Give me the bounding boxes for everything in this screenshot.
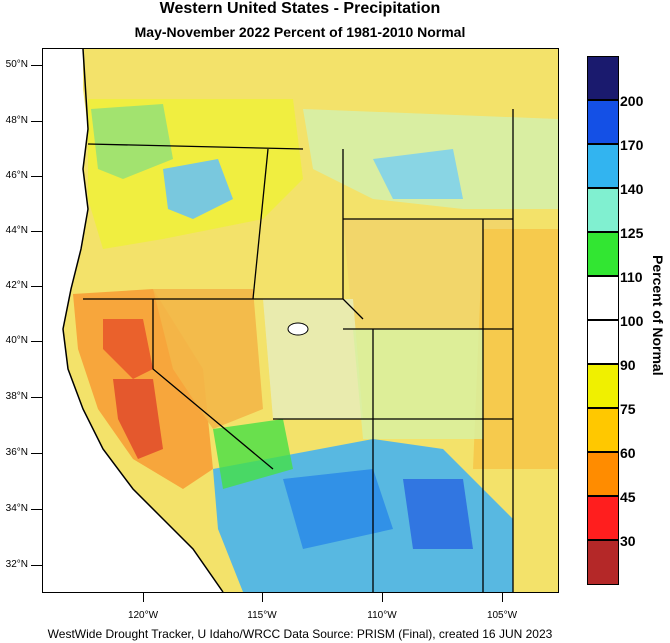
legend-swatch-5 <box>587 232 619 276</box>
legend-swatch-4 <box>587 188 619 232</box>
legend-swatch-7 <box>587 320 619 364</box>
lat-label-44: 44°N <box>5 225 28 236</box>
legend-title: Percent of Normal <box>650 255 666 376</box>
map-title: Western United States - Precipitation <box>159 0 441 17</box>
footer-credit: WestWide Drought Tracker, U Idaho/WRCC D… <box>47 627 553 641</box>
legend-swatch-1 <box>587 56 619 100</box>
lon-tick <box>382 592 383 602</box>
lat-tick <box>31 121 42 122</box>
lat-label-48: 48°N <box>5 115 28 126</box>
lat-tick <box>31 176 42 177</box>
legend-break-170: 170 <box>620 137 644 153</box>
legend-swatch-8 <box>587 364 619 408</box>
region-nevada <box>153 289 263 429</box>
lon-tick <box>262 592 263 602</box>
region-california-red <box>103 319 153 379</box>
lat-tick <box>31 397 42 398</box>
lat-tick <box>31 509 42 510</box>
lat-label-46: 46°N <box>5 170 28 181</box>
precipitation-map <box>42 48 559 593</box>
lat-label-34: 34°N <box>5 503 28 514</box>
great-salt-lake <box>287 322 309 336</box>
region-plains <box>473 229 558 469</box>
lat-label-50: 50°N <box>5 59 28 70</box>
state-boundaries <box>83 109 514 592</box>
lat-label-36: 36°N <box>5 447 28 458</box>
lon-label-120: 120°W <box>127 610 159 621</box>
region-wa-blue <box>163 159 233 219</box>
lon-label-110: 110°W <box>367 610 397 621</box>
legend-break-90: 90 <box>620 357 636 373</box>
lon-label-115: 115°W <box>247 610 277 621</box>
lat-tick <box>31 341 42 342</box>
lat-label-42: 42°N <box>5 280 28 291</box>
legend <box>587 56 619 589</box>
lon-label-105: 105°W <box>486 610 518 621</box>
map-canvas <box>43 49 558 592</box>
legend-break-110: 110 <box>620 269 643 285</box>
lat-label-40: 40°N <box>5 335 28 346</box>
region-wyoming <box>343 219 513 329</box>
legend-break-125: 125 <box>620 225 644 241</box>
region-arizona-deep <box>283 469 393 549</box>
legend-break-140: 140 <box>620 181 644 197</box>
legend-swatch-10 <box>587 452 619 496</box>
map-subtitle: May-November 2022 Percent of 1981-2010 N… <box>134 24 466 40</box>
region-nm-deep <box>403 479 473 549</box>
legend-break-100: 100 <box>620 313 644 329</box>
region-montana-blue <box>373 149 463 199</box>
legend-swatch-9 <box>587 408 619 452</box>
lat-label-38: 38°N <box>5 391 28 402</box>
lat-label-32: 32°N <box>5 559 28 570</box>
lon-tick <box>502 592 503 602</box>
legend-break-200: 200 <box>620 93 644 109</box>
legend-break-60: 60 <box>620 445 636 461</box>
lat-tick <box>31 65 42 66</box>
lat-tick <box>31 565 42 566</box>
legend-swatch-11 <box>587 496 619 540</box>
legend-swatch-6 <box>587 276 619 320</box>
lat-tick <box>31 453 42 454</box>
legend-swatch-3 <box>587 144 619 188</box>
region-utah <box>263 299 363 419</box>
legend-break-75: 75 <box>620 401 636 417</box>
coastline <box>62 49 224 592</box>
region-sierra-red <box>113 379 163 459</box>
legend-break-45: 45 <box>620 489 636 505</box>
region-pnw-green <box>91 104 173 179</box>
lat-tick <box>31 231 42 232</box>
lon-tick <box>143 592 144 602</box>
legend-swatch-12 <box>587 540 619 585</box>
legend-swatch-2 <box>587 100 619 144</box>
lat-tick <box>31 286 42 287</box>
region-colorado <box>353 329 483 439</box>
legend-break-30: 30 <box>620 533 636 549</box>
